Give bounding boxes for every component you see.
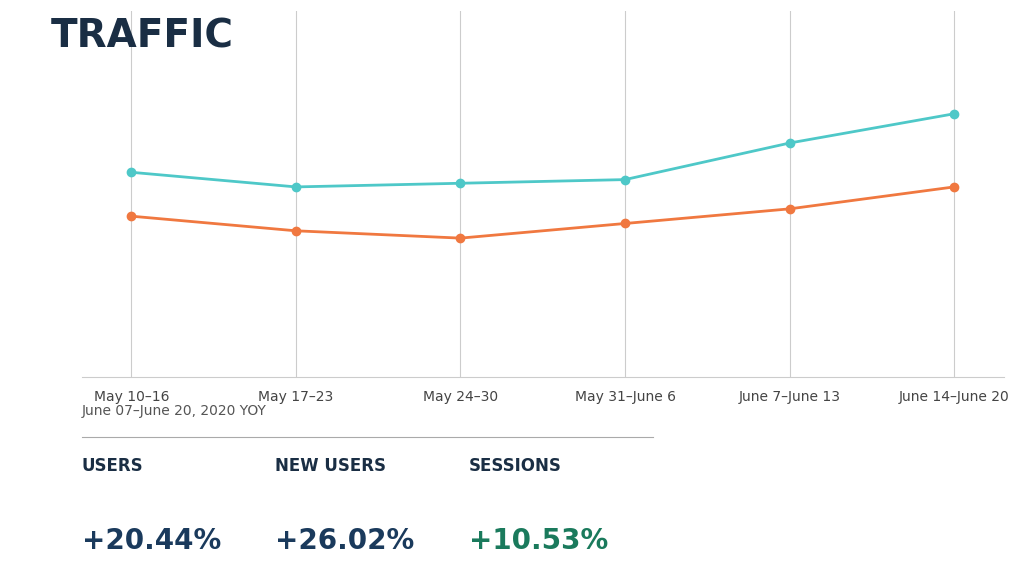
Text: June 07–June 20, 2020 YOY: June 07–June 20, 2020 YOY <box>82 404 267 417</box>
Text: TRAFFIC: TRAFFIC <box>51 17 234 55</box>
Text: +26.02%: +26.02% <box>275 527 415 555</box>
Text: +20.44%: +20.44% <box>82 527 221 555</box>
Text: SESSIONS: SESSIONS <box>469 457 562 475</box>
Text: USERS: USERS <box>82 457 143 475</box>
Text: NEW USERS: NEW USERS <box>275 457 386 475</box>
Text: +10.53%: +10.53% <box>469 527 608 555</box>
